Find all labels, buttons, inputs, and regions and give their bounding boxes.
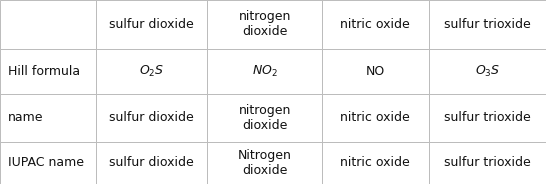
Text: nitrogen
dioxide: nitrogen dioxide [239, 10, 291, 38]
Text: sulfur dioxide: sulfur dioxide [109, 111, 194, 124]
Text: sulfur trioxide: sulfur trioxide [444, 111, 531, 124]
Bar [322, 94, 429, 142]
Bar [0, 94, 96, 142]
Text: sulfur trioxide: sulfur trioxide [444, 18, 531, 31]
Text: sulfur dioxide: sulfur dioxide [109, 156, 194, 169]
Bar [96, 49, 207, 94]
Bar [207, 0, 322, 49]
Bar [429, 142, 546, 184]
Bar [207, 94, 322, 142]
Text: name: name [8, 111, 44, 124]
Bar [96, 142, 207, 184]
Text: Hill formula: Hill formula [8, 65, 80, 78]
Text: $O_3S$: $O_3S$ [474, 64, 500, 79]
Bar [96, 94, 207, 142]
Bar [207, 49, 322, 94]
Text: NO: NO [366, 65, 385, 78]
Bar [322, 142, 429, 184]
Text: IUPAC name: IUPAC name [8, 156, 84, 169]
Bar [429, 94, 546, 142]
Text: sulfur trioxide: sulfur trioxide [444, 156, 531, 169]
Bar [207, 142, 322, 184]
Bar [429, 0, 546, 49]
Bar [0, 49, 96, 94]
Text: $NO_2$: $NO_2$ [252, 64, 278, 79]
Bar [322, 49, 429, 94]
Bar [0, 142, 96, 184]
Text: nitric oxide: nitric oxide [341, 111, 410, 124]
Text: $O_2S$: $O_2S$ [139, 64, 164, 79]
Text: Nitrogen
dioxide: Nitrogen dioxide [238, 149, 292, 177]
Text: sulfur dioxide: sulfur dioxide [109, 18, 194, 31]
Text: nitric oxide: nitric oxide [341, 156, 410, 169]
Bar [429, 49, 546, 94]
Bar [96, 0, 207, 49]
Text: nitric oxide: nitric oxide [341, 18, 410, 31]
Bar [0, 0, 96, 49]
Text: nitrogen
dioxide: nitrogen dioxide [239, 104, 291, 132]
Bar [322, 0, 429, 49]
